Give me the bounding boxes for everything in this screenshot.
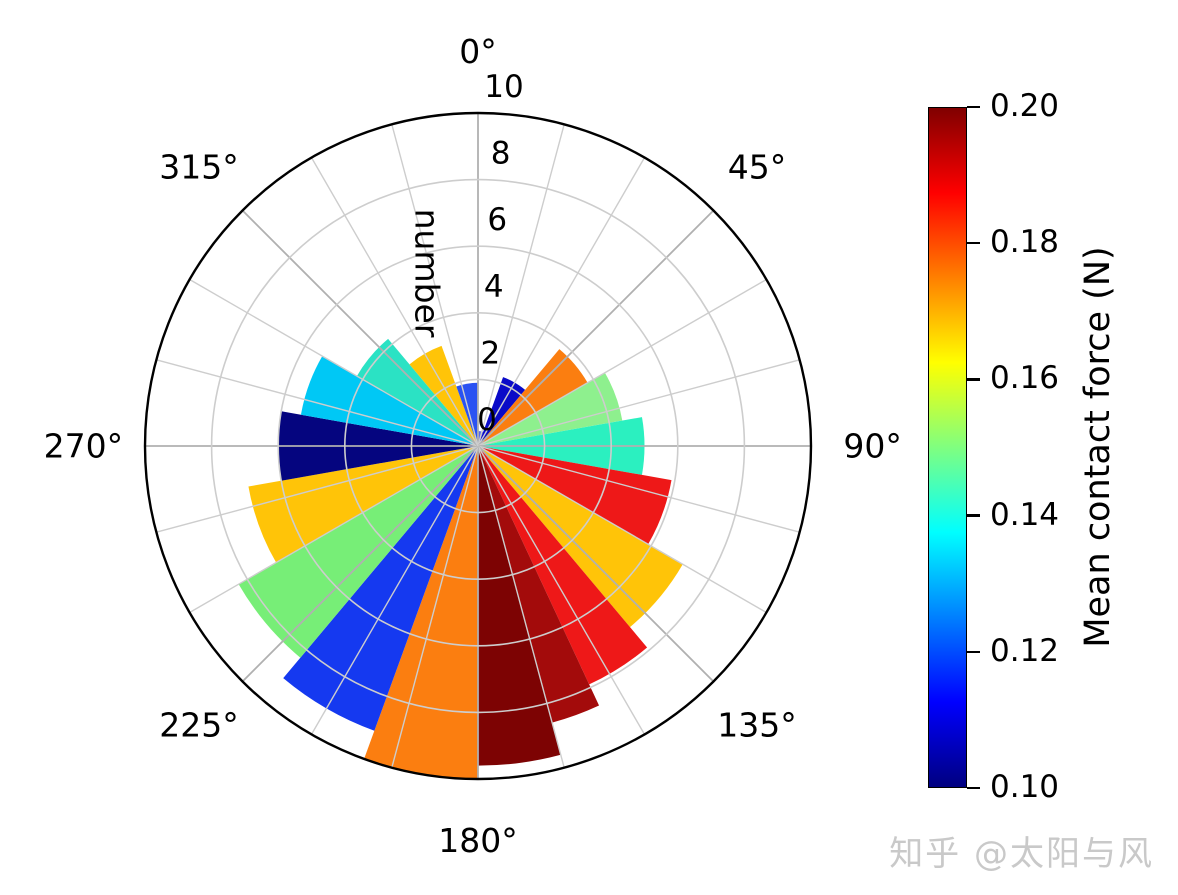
angle-tick-label: 0°	[459, 32, 497, 71]
grid-ring	[277, 245, 679, 647]
radial-tick-label: 2	[481, 335, 501, 371]
colorbar-gradient	[928, 107, 967, 788]
angle-tick-label: 225°	[159, 706, 239, 745]
angle-tick-label: 270°	[44, 427, 124, 466]
grid-spoke	[477, 209, 715, 447]
polar-bar[interactable]	[356, 338, 478, 446]
radial-tick-label: 10	[484, 69, 523, 105]
grid-spoke	[241, 445, 479, 683]
grid-spoke	[477, 445, 715, 683]
colorbar-tick-mark	[967, 105, 980, 109]
grid-spoke	[391, 124, 479, 447]
grid-spoke	[477, 445, 646, 735]
polar-bar[interactable]	[456, 382, 478, 446]
polar-bar[interactable]	[478, 349, 588, 446]
polar-bar[interactable]	[300, 356, 478, 446]
polar-bar[interactable]	[283, 446, 478, 731]
grid-ring	[210, 178, 746, 714]
radial-tick-label: 4	[484, 269, 504, 305]
colorbar-tick-mark	[967, 514, 980, 517]
grid-spoke	[189, 445, 479, 614]
colorbar-axis-label: Mean contact force (N)	[1078, 246, 1118, 648]
angle-tick-label: 180°	[438, 821, 518, 860]
polar-bars-layer	[238, 338, 683, 780]
radial-tick-label: 6	[487, 202, 507, 238]
grid-ring	[343, 311, 612, 580]
polar-bar[interactable]	[238, 446, 478, 658]
colorbar-tick-mark	[967, 242, 980, 245]
grid-spoke	[310, 445, 479, 735]
grid-ring	[410, 378, 546, 514]
outer-circle	[143, 111, 813, 781]
angle-tick-label: 90°	[843, 427, 902, 466]
radial-tick-label: 0	[477, 402, 497, 438]
radial-axis-label: number	[408, 209, 447, 338]
grid-spoke	[477, 359, 800, 447]
colorbar-tick-label: 0.18	[990, 224, 1060, 261]
grid-spoke	[189, 278, 479, 447]
grid-spoke	[156, 359, 479, 447]
grid-spoke	[156, 445, 479, 533]
polar-bar[interactable]	[478, 446, 683, 628]
grid-spoke	[477, 124, 565, 447]
colorbar-tick-mark	[967, 786, 980, 790]
grid-spoke	[310, 157, 479, 447]
polar-bar[interactable]	[478, 446, 672, 545]
polar-labels-layer: 0° 45° 90° 135° 180° 225° 270° 315° 0 2 4 6 8 10	[44, 32, 902, 860]
angle-tick-label: 45°	[728, 147, 787, 186]
angle-tick-label: 315°	[159, 147, 239, 186]
grid-spoke	[477, 445, 565, 768]
polar-bar[interactable]	[478, 446, 561, 766]
colorbar-tick-mark	[967, 378, 980, 381]
polar-bar[interactable]	[478, 372, 623, 446]
radial-tick-label: 8	[491, 136, 511, 172]
grid-spoke	[391, 445, 479, 768]
colorbar-tick-mark	[967, 650, 980, 653]
colorbar-tick-label: 0.14	[990, 496, 1060, 533]
colorbar-tick-label: 0.20	[990, 88, 1060, 124]
polar-grid-layer	[143, 111, 813, 781]
polar-bar[interactable]	[478, 446, 648, 685]
colorbar-tick-label: 0.16	[990, 360, 1060, 397]
polar-bar[interactable]	[478, 446, 600, 723]
grid-spoke	[241, 209, 479, 447]
polar-bar[interactable]	[248, 446, 478, 563]
polar-bar[interactable]	[478, 377, 526, 446]
colorbar-tick-label: 0.10	[990, 769, 1060, 805]
grid-spoke	[477, 445, 800, 533]
watermark-text: 知乎 @太阳与风	[889, 834, 1154, 874]
angle-tick-label: 135°	[717, 706, 797, 745]
polar-bar[interactable]	[364, 446, 478, 780]
polar-bar[interactable]	[409, 345, 478, 446]
grid-spoke	[477, 278, 767, 447]
grid-spoke	[477, 445, 767, 614]
colorbar-tick-label: 0.12	[990, 632, 1060, 669]
grid-spoke	[477, 157, 646, 447]
